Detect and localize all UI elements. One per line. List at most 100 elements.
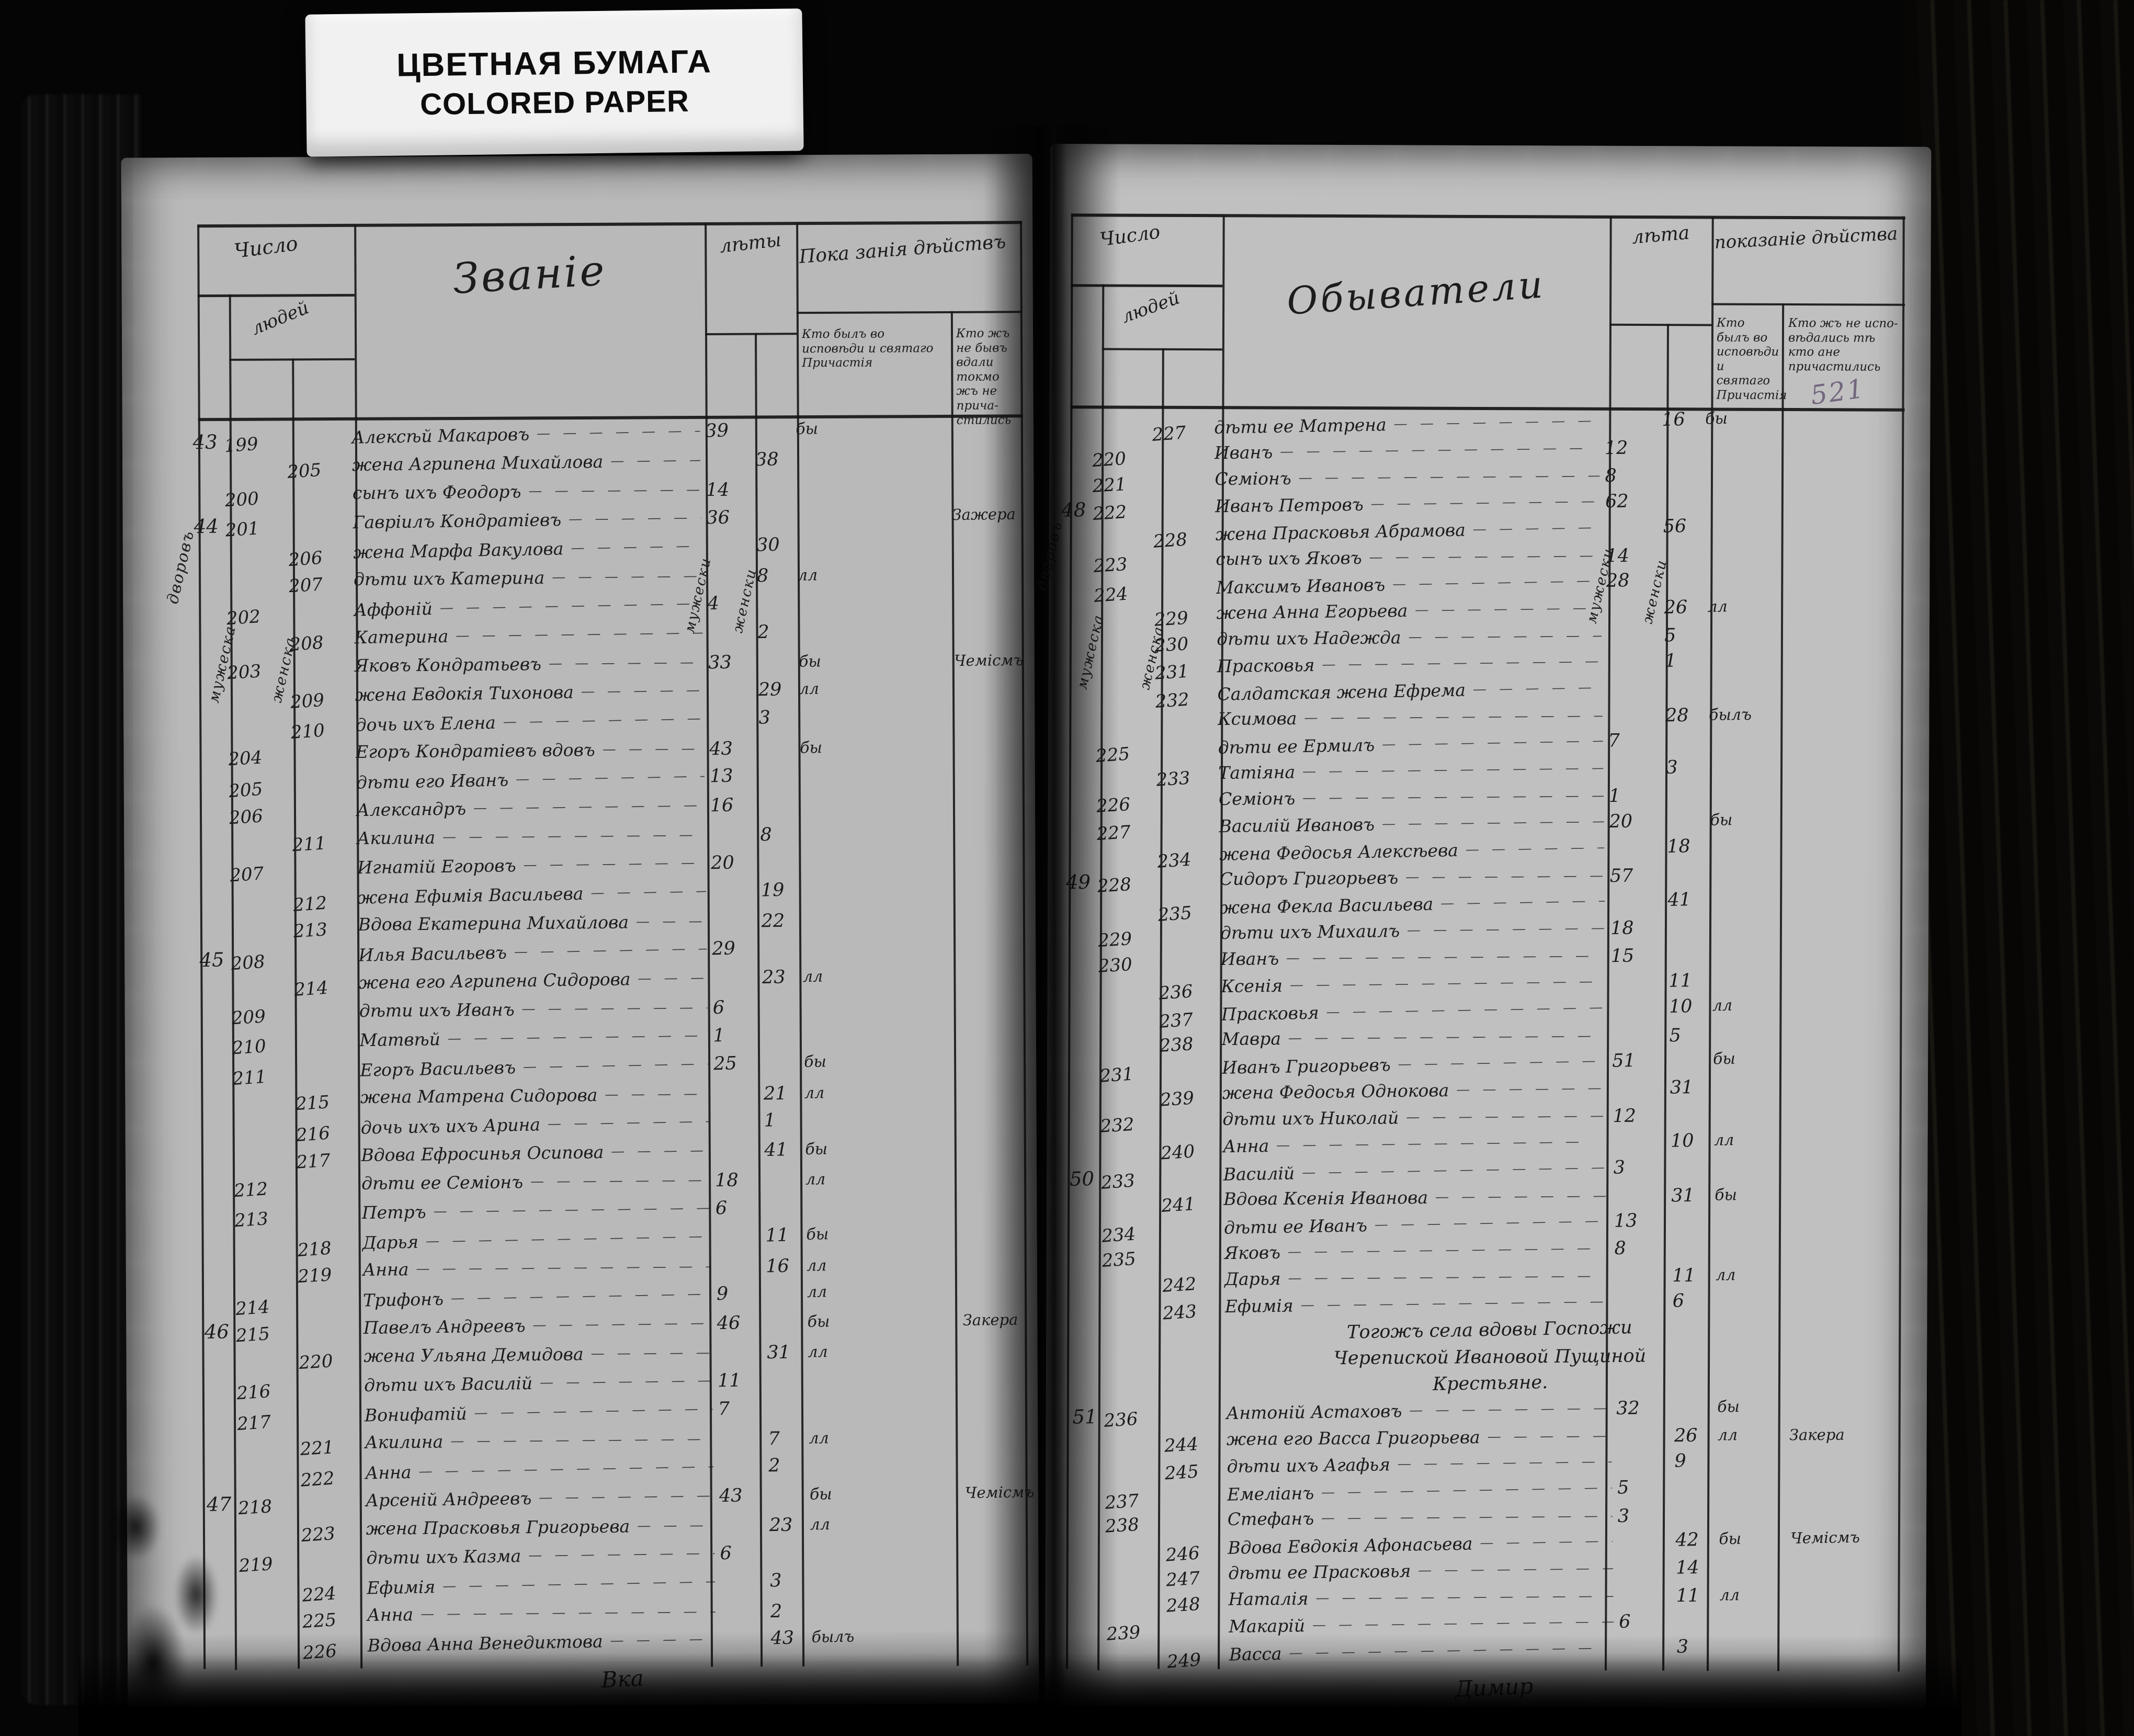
remark-cell bbox=[1773, 523, 1896, 525]
age-female-cell: 43 bbox=[770, 1627, 794, 1649]
remark-cell bbox=[954, 1031, 1025, 1032]
female-person-number-cell: 227 bbox=[1151, 422, 1187, 446]
confession-mark-cell: лл bbox=[1716, 1266, 1736, 1285]
male-person-number-cell bbox=[1106, 1603, 1166, 1606]
age-male-cell bbox=[1602, 687, 1660, 688]
person-name-cell: Анна bbox=[1221, 1131, 1608, 1156]
female-person-number-cell bbox=[1157, 882, 1218, 886]
age-male-cell: 7 bbox=[1608, 730, 1620, 752]
female-person-number-cell bbox=[298, 1303, 361, 1308]
age-male-cell: 9 bbox=[716, 1283, 729, 1304]
female-person-number-cell bbox=[1156, 751, 1216, 755]
age-male-cell: 20 bbox=[1609, 811, 1633, 832]
header-years-group: лѣты bbox=[718, 229, 782, 257]
female-person-number-cell bbox=[297, 1216, 360, 1220]
household-number-cell bbox=[202, 1159, 233, 1160]
age-male-cell: 25 bbox=[713, 1052, 737, 1074]
male-person-number-cell bbox=[1092, 432, 1152, 436]
age-female-cell bbox=[1664, 1059, 1709, 1060]
age-male-cell bbox=[709, 1150, 759, 1151]
person-name-cell: Максимъ Ивановъ bbox=[1214, 571, 1602, 598]
male-person-number-cell: 224 bbox=[1093, 583, 1129, 607]
remark-cell bbox=[951, 859, 1023, 860]
male-person-number-cell: 227 bbox=[1096, 821, 1131, 845]
age-male-cell bbox=[1614, 1647, 1672, 1648]
age-female-cell bbox=[1659, 579, 1703, 580]
confession-mark-cell: бы bbox=[807, 1312, 830, 1331]
person-name-cell: Макарій bbox=[1227, 1612, 1614, 1637]
confession-mark-cell: былъ bbox=[1708, 705, 1752, 724]
confession-mark-cell: лл bbox=[1712, 996, 1733, 1015]
remark-cell bbox=[950, 770, 1022, 772]
remark-cell bbox=[1778, 978, 1901, 980]
person-name-cell: жена его Агрипена Сидорова bbox=[357, 968, 707, 993]
age-female-cell: 18 bbox=[1666, 835, 1691, 857]
remark-cell bbox=[1786, 1594, 1909, 1595]
person-name-cell: Павелъ Андреевъ bbox=[361, 1313, 711, 1338]
female-person-number-cell bbox=[1159, 962, 1219, 966]
male-person-number-cell: 200 bbox=[224, 487, 260, 511]
header-people-group: людей bbox=[1118, 287, 1183, 328]
confession-mark-cell bbox=[1711, 1218, 1781, 1219]
female-person-number-cell: 230 bbox=[1154, 633, 1189, 656]
remark-cell bbox=[948, 629, 1020, 630]
confession-mark-cell bbox=[1701, 474, 1772, 475]
male-person-number-cell bbox=[1102, 1283, 1162, 1286]
person-name-cell: Яковъ Кондратьевъ bbox=[353, 652, 703, 676]
age-male-cell: 12 bbox=[1604, 437, 1628, 459]
age-female-cell bbox=[1661, 739, 1705, 740]
age-female-cell bbox=[1658, 500, 1702, 501]
person-name-cell: Вдова Екатерина Михайлова bbox=[356, 911, 706, 935]
household-number-cell: 51 bbox=[1072, 1405, 1097, 1428]
confession-mark-cell bbox=[1709, 1086, 1780, 1087]
age-female-cell: 1 bbox=[764, 1109, 776, 1131]
age-female-cell: 26 bbox=[1674, 1425, 1698, 1446]
female-person-number-cell bbox=[290, 668, 353, 672]
confession-mark-cell bbox=[796, 714, 950, 717]
remark-cell bbox=[959, 1436, 1031, 1437]
person-name-cell: дѣти ее Матрена bbox=[1212, 411, 1599, 438]
remark-cell bbox=[948, 573, 1019, 574]
male-person-number-cell: 214 bbox=[234, 1296, 270, 1320]
male-person-number-cell: 199 bbox=[223, 433, 259, 457]
age-female-cell: 31 bbox=[1670, 1076, 1694, 1098]
person-name-cell: Вдова Анна Венедиктова bbox=[365, 1629, 716, 1655]
household-number-cell bbox=[197, 755, 228, 756]
person-name-cell: Вдова Ксенія Иванова bbox=[1221, 1186, 1608, 1209]
remark-cell bbox=[949, 686, 1021, 687]
age-male-cell: 5 bbox=[1617, 1477, 1629, 1499]
age-female-cell bbox=[764, 1494, 805, 1495]
confession-mark-cell: бы bbox=[800, 739, 823, 757]
confession-mark-cell bbox=[797, 833, 951, 835]
female-person-number-cell bbox=[1162, 1256, 1222, 1260]
age-female-cell bbox=[755, 804, 797, 805]
age-female-cell bbox=[1670, 1515, 1715, 1516]
age-female-cell: 11 bbox=[1676, 1585, 1700, 1606]
age-female-cell: 2 bbox=[770, 1601, 782, 1622]
confession-mark-cell bbox=[1707, 926, 1778, 927]
female-person-number-cell bbox=[1152, 456, 1212, 460]
confession-mark-cell bbox=[797, 860, 951, 862]
household-number-cell bbox=[204, 1305, 235, 1306]
table-line bbox=[197, 221, 1023, 228]
person-name-cell: Прасковья bbox=[1215, 651, 1602, 676]
household-number-cell: 45 bbox=[199, 948, 225, 972]
person-name-cell: дѣти ихъ Василій bbox=[362, 1370, 712, 1395]
male-person-number-cell bbox=[231, 986, 294, 991]
age-male-cell: 7 bbox=[718, 1398, 730, 1420]
female-person-number-cell: 244 bbox=[1163, 1433, 1199, 1457]
male-person-number-cell bbox=[1102, 1202, 1162, 1206]
household-number-cell bbox=[1069, 1096, 1100, 1097]
confession-mark-cell bbox=[1713, 1460, 1784, 1461]
remark-cell bbox=[1781, 1194, 1904, 1195]
remark-cell bbox=[951, 832, 1023, 833]
female-person-number-cell bbox=[302, 1561, 365, 1565]
remark-cell bbox=[1773, 553, 1896, 554]
household-number-cell bbox=[194, 557, 225, 558]
household-number-cell bbox=[205, 1389, 236, 1390]
remark-cell bbox=[1784, 1458, 1907, 1460]
female-person-number-cell bbox=[292, 871, 355, 875]
age-female-cell: 11 bbox=[765, 1224, 789, 1246]
person-name-cell: Петръ bbox=[360, 1198, 710, 1223]
female-person-number-cell: 245 bbox=[1164, 1460, 1199, 1484]
